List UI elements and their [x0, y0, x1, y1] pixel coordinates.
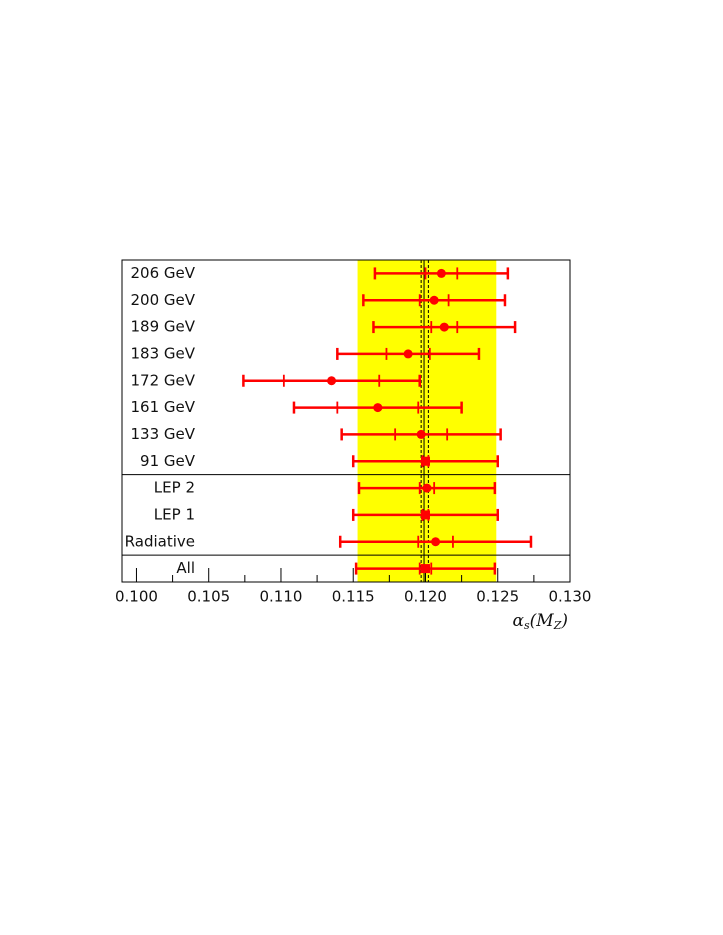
stat-error	[282, 374, 381, 387]
row-label: 133 GeV	[130, 425, 195, 443]
x-axis-label-part: )	[560, 611, 568, 631]
x-tick-label: 0.120	[404, 588, 447, 606]
row-label: Radiative	[125, 532, 195, 550]
marker	[439, 322, 449, 332]
marker	[327, 376, 337, 386]
marker	[431, 537, 441, 547]
row-label: 91 GeV	[140, 452, 196, 470]
row-label: LEP 1	[154, 505, 195, 523]
x-tick-label: 0.100	[115, 588, 158, 606]
marker	[373, 403, 383, 413]
row-label: 206 GeV	[130, 264, 195, 282]
stat-error	[418, 562, 433, 575]
stat-error	[385, 347, 431, 360]
marker	[436, 268, 446, 278]
marker	[422, 483, 432, 493]
row-label: 183 GeV	[130, 344, 195, 362]
band	[357, 260, 497, 582]
x-axis-label-part: Z	[553, 619, 562, 632]
x-axis-label-part: (	[530, 611, 537, 631]
row-label: All	[176, 559, 195, 577]
stat-error	[394, 428, 449, 441]
row-label: LEP 2	[154, 479, 195, 497]
row-label: 161 GeV	[130, 398, 195, 416]
stat-error	[418, 294, 450, 307]
stat-error	[336, 401, 420, 414]
x-axis-label-part: α	[513, 611, 525, 631]
stat-error	[417, 535, 454, 548]
x-axis-label: αs(MZ)	[513, 611, 569, 633]
x-axis-label-part: M	[535, 611, 554, 631]
stat-error	[418, 482, 436, 495]
marker	[420, 564, 430, 574]
x-tick-label: 0.105	[187, 588, 230, 606]
x-axis-label-part: s	[524, 619, 530, 632]
x-tick-label: 0.125	[476, 588, 519, 606]
marker	[429, 295, 439, 305]
x-tick-label: 0.115	[332, 588, 375, 606]
stat-error	[430, 321, 459, 334]
stat-error	[424, 267, 459, 280]
row-label: 200 GeV	[130, 291, 195, 309]
marker	[416, 429, 426, 439]
row-label: 172 GeV	[130, 371, 195, 389]
marker	[403, 349, 413, 359]
marker	[420, 510, 430, 520]
x-tick-label: 0.130	[549, 588, 592, 606]
frame	[121, 259, 571, 583]
row-label: 189 GeV	[130, 318, 195, 336]
x-tick-label: 0.110	[259, 588, 302, 606]
marker	[420, 456, 430, 466]
